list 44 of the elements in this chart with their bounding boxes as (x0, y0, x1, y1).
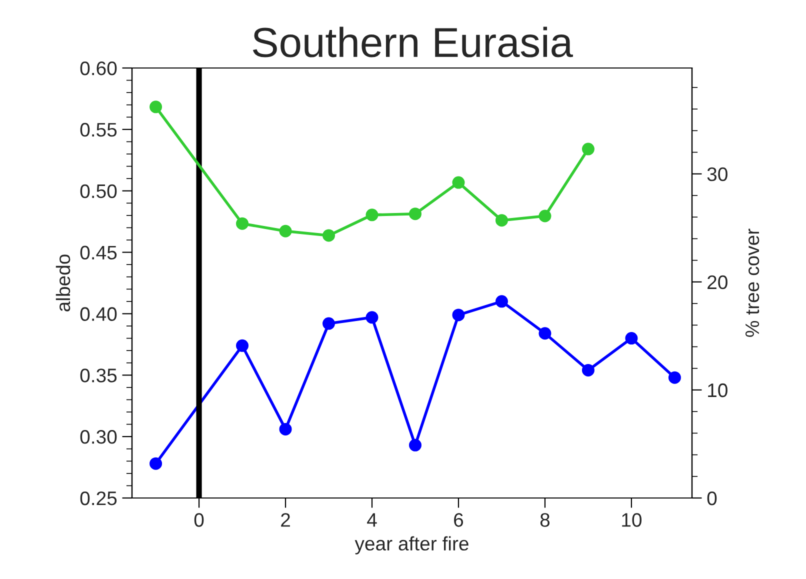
point (236, 217, 249, 230)
point (452, 176, 465, 189)
y-tick-label: 0.35 (80, 368, 117, 382)
point (322, 317, 336, 330)
point (366, 208, 378, 222)
y-axis-title: albedo (56, 254, 70, 312)
point (279, 224, 292, 238)
point (495, 214, 508, 227)
x-axis-title: year after fire (354, 536, 468, 554)
point (495, 295, 508, 308)
point (279, 422, 292, 436)
y-tick-label: 0.50 (80, 184, 117, 198)
point (366, 311, 378, 324)
x-tick-label: 10 (622, 513, 642, 527)
y-tick-label: 0.30 (80, 430, 117, 444)
y2-tick-label: 10 (708, 383, 728, 398)
y2-tick-label: 30 (707, 167, 728, 182)
y-tick-label: 0.40 (80, 307, 117, 321)
y-tick-label: 0.25 (80, 491, 117, 506)
y-tick-label: 0.55 (80, 122, 117, 137)
point (538, 210, 552, 222)
x-tick-label: 2 (281, 513, 290, 527)
y-tick-label: 0.60 (80, 61, 117, 76)
point (452, 308, 465, 322)
point (150, 100, 162, 114)
chart-title: Southern Eurasia (252, 26, 573, 58)
point (408, 208, 422, 220)
point (408, 438, 422, 452)
point (236, 339, 249, 352)
y2-axis-title: % tree cover (745, 228, 760, 337)
y2-tick-label: 20 (708, 275, 728, 290)
point (582, 142, 594, 156)
y2-tick-label: 0 (707, 491, 717, 506)
x-tick-label: 0 (194, 513, 204, 527)
x-tick-label: 8 (540, 513, 550, 527)
point (322, 229, 336, 242)
point (150, 457, 162, 470)
point (582, 364, 594, 376)
x-tick-label: 6 (454, 513, 464, 527)
y-tick-label: 0.45 (80, 246, 117, 260)
x-tick-label: 4 (367, 513, 377, 527)
point (538, 327, 552, 340)
point (668, 371, 681, 384)
point (625, 332, 638, 345)
